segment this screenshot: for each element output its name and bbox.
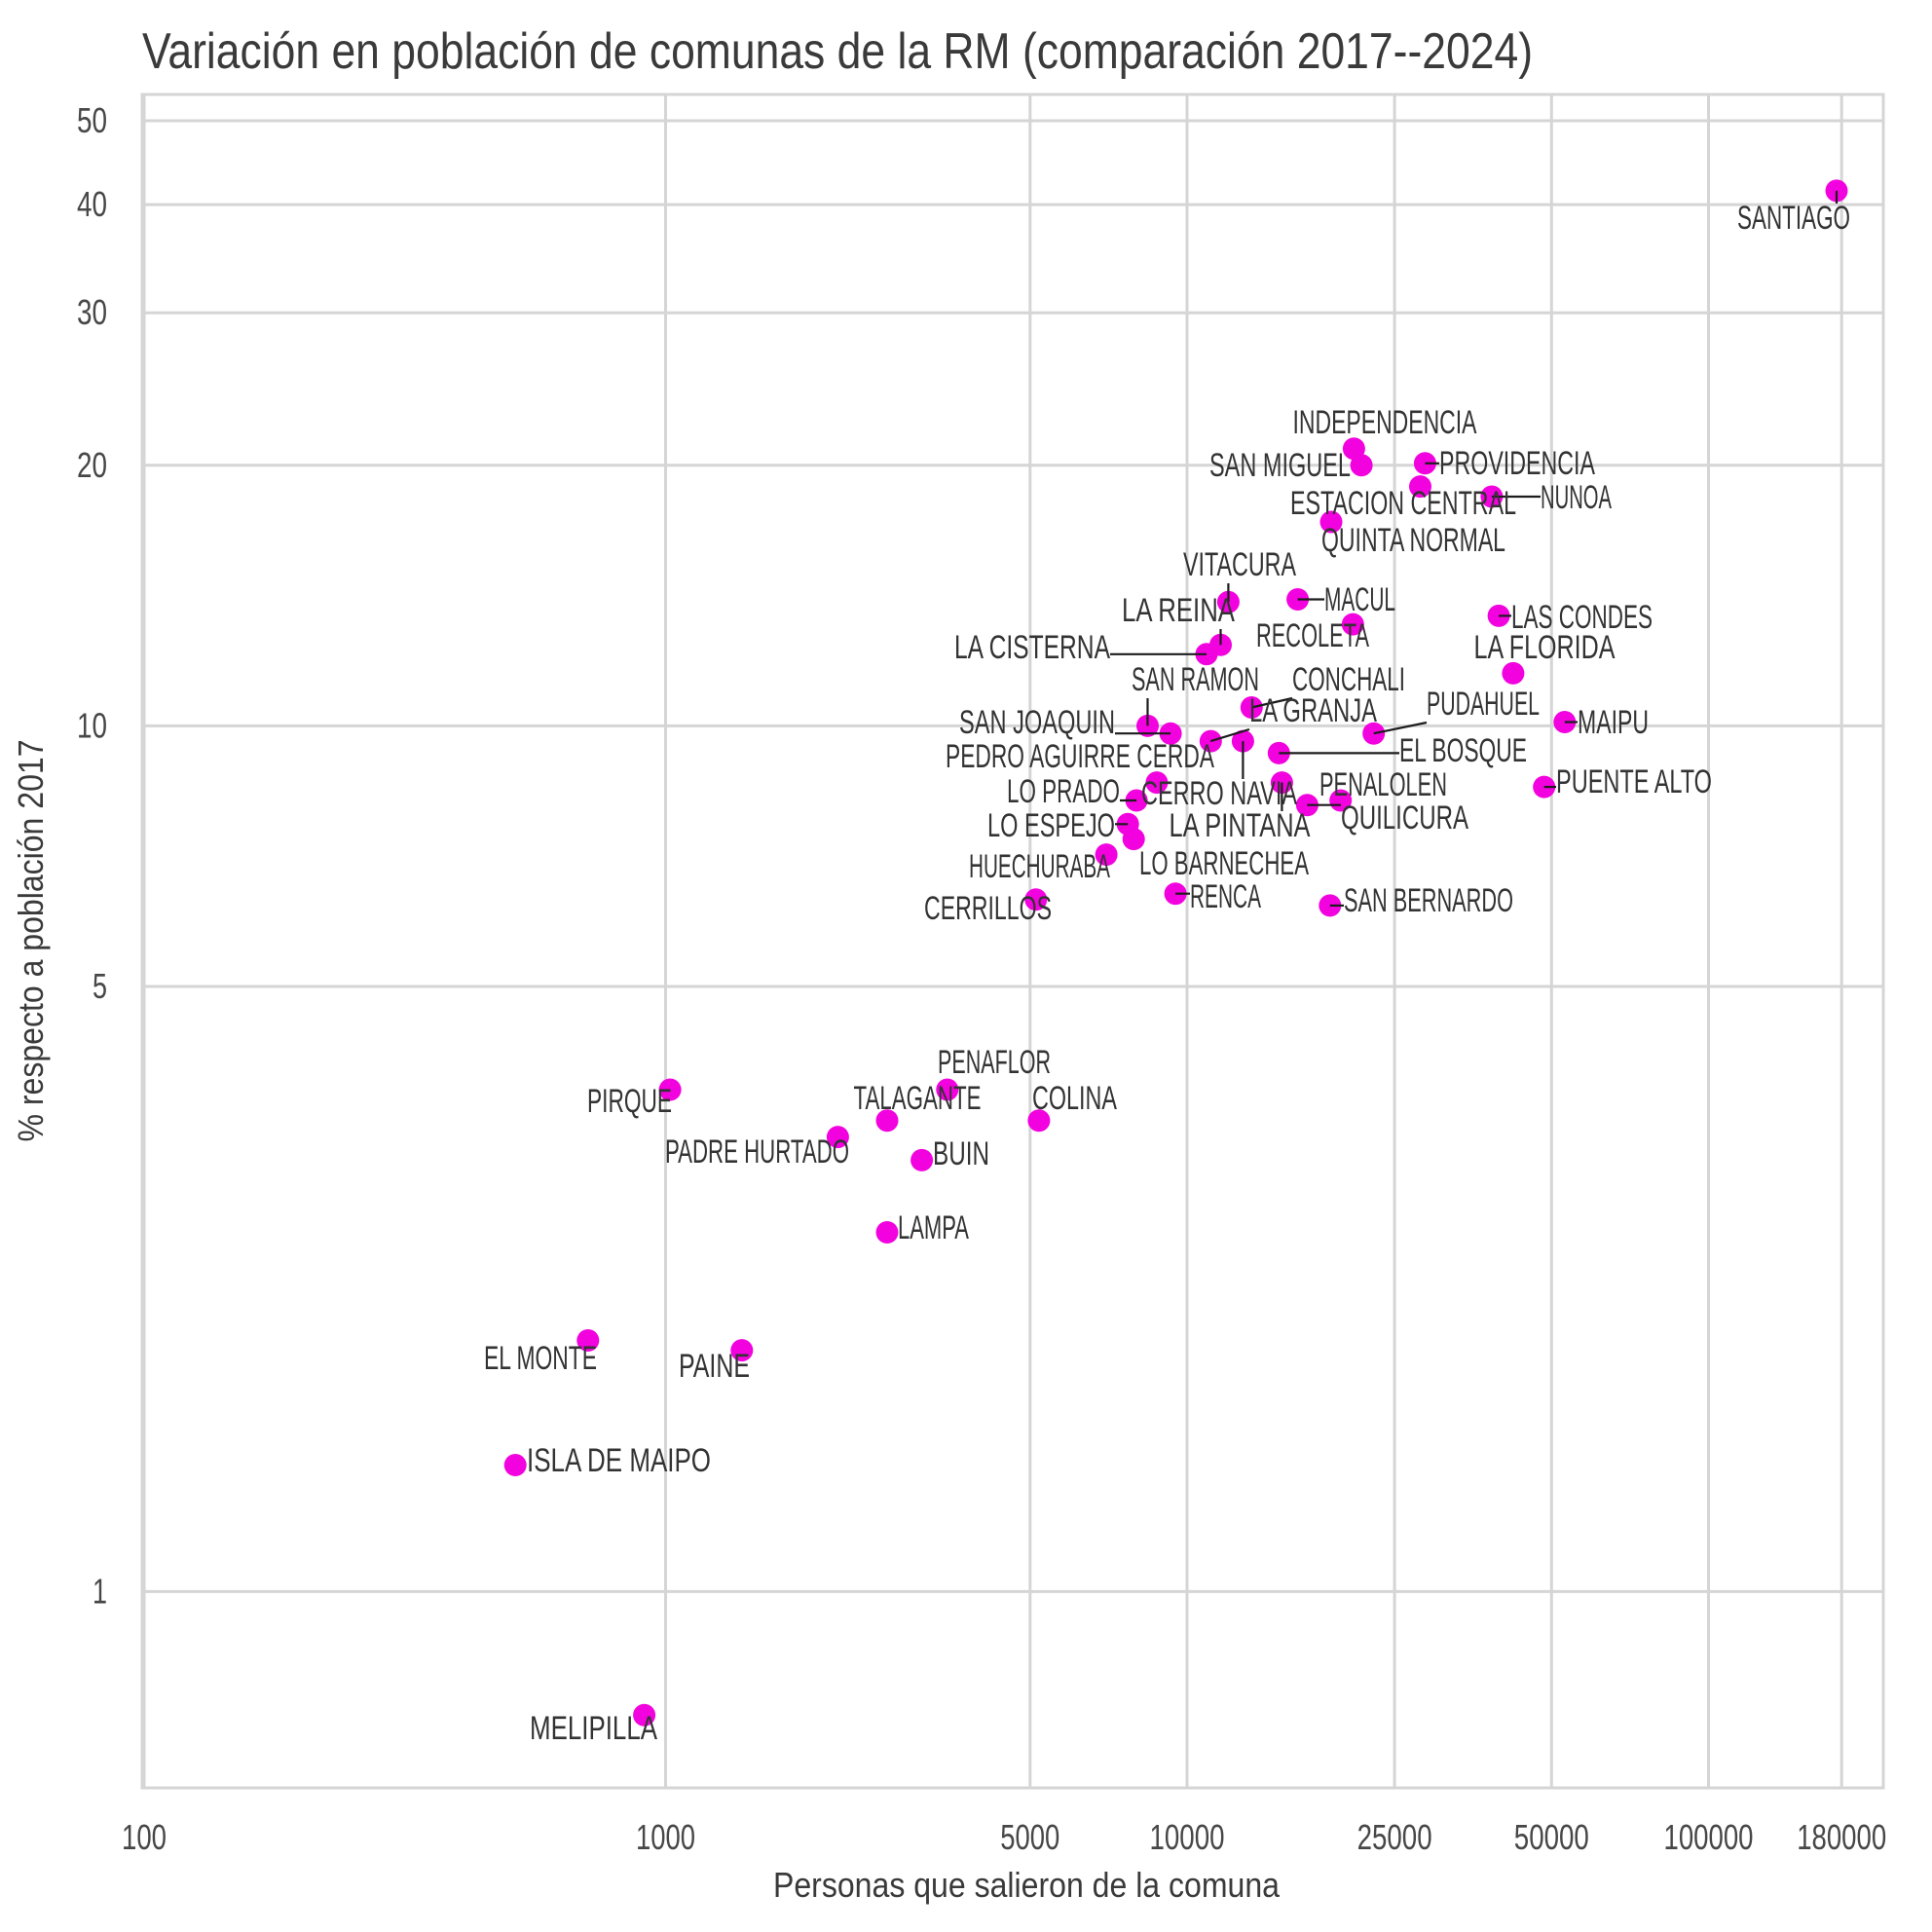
data-point xyxy=(1027,1109,1051,1133)
label-leader-lines xyxy=(1110,190,1839,908)
point-label: LO PRADO xyxy=(1007,773,1120,810)
x-tick-label: 5000 xyxy=(1000,1817,1059,1857)
x-axis-title: Personas que salieron de la comuna xyxy=(773,1865,1281,1905)
point-label: COLINA xyxy=(1032,1080,1117,1117)
point-label: RECOLETA xyxy=(1256,617,1369,654)
gridlines xyxy=(142,94,1883,1788)
data-point xyxy=(1122,828,1145,851)
y-tick-label: 40 xyxy=(77,184,107,224)
y-tick-label: 10 xyxy=(77,705,107,745)
point-label: EL BOSQUE xyxy=(1399,732,1527,769)
point-label: SAN BERNARDO xyxy=(1344,882,1513,919)
data-point xyxy=(875,1221,899,1244)
point-label: INDEPENDENCIA xyxy=(1293,404,1477,441)
data-point xyxy=(936,1078,959,1101)
x-tick-label: 25000 xyxy=(1357,1817,1432,1857)
x-tick-label: 10000 xyxy=(1150,1817,1225,1857)
point-label: ESTACION CENTRAL xyxy=(1290,485,1516,522)
point-label: RENCA xyxy=(1190,878,1261,915)
point-label: TALAGANTE xyxy=(854,1080,982,1117)
axis-tick-labels: 100 1000 5000 10000 25000 50000 100000 180000 50… xyxy=(77,100,1886,1857)
data-point xyxy=(730,1339,754,1362)
point-label: PEDRO AGUIRRE CERDA xyxy=(946,738,1214,775)
point-label: MELIPILLA xyxy=(530,1710,657,1747)
data-point xyxy=(576,1329,600,1352)
point-label: NUNOA xyxy=(1541,479,1612,516)
plot-background xyxy=(140,93,1885,1790)
point-label: SAN RAMON xyxy=(1132,661,1259,698)
data-point xyxy=(1341,613,1364,636)
y-tick-label: 20 xyxy=(77,445,107,485)
point-label: CERRO NAVIA xyxy=(1141,775,1297,812)
data-point xyxy=(503,1454,527,1476)
point-label: LA REINA xyxy=(1122,592,1235,629)
point-label: LAS CONDES xyxy=(1511,599,1653,636)
y-axis-title: % respecto a población 2017 xyxy=(11,740,51,1142)
point-label: LA FLORIDA xyxy=(1474,629,1616,666)
point-label: CERRILLOS xyxy=(924,890,1052,927)
label-leader xyxy=(1251,696,1293,709)
point-label: SAN MIGUEL xyxy=(1209,447,1351,484)
y-tick-label: 5 xyxy=(93,966,107,1006)
x-tick-label: 100 xyxy=(122,1817,167,1857)
point-label: PADRE HURTADO xyxy=(665,1133,849,1170)
point-label: PAINE xyxy=(679,1348,750,1385)
plot-panel xyxy=(140,93,1885,1790)
data-point xyxy=(633,1703,656,1727)
y-tick-label: 30 xyxy=(77,292,107,332)
data-point xyxy=(1350,454,1373,477)
point-label: CONCHALI xyxy=(1292,661,1405,698)
point-label: LA GRANJA xyxy=(1249,692,1377,729)
point-label: PROVIDENCIA xyxy=(1439,445,1595,482)
y-tick-label: 1 xyxy=(93,1571,107,1611)
data-point xyxy=(1095,843,1118,867)
data-point xyxy=(1319,510,1343,534)
point-labels: SANTIAGO INDEPENDENCIA SAN MIGUEL PROVIDENC… xyxy=(484,200,1850,1747)
point-label: PUENTE ALTO xyxy=(1556,763,1712,800)
data-point xyxy=(910,1148,934,1171)
point-label: HUECHURABA xyxy=(969,848,1110,885)
point-label: PUDAHUEL xyxy=(1427,686,1540,723)
point-label: PIRQUE xyxy=(587,1083,672,1120)
data-point xyxy=(1502,661,1525,685)
data-point xyxy=(1024,888,1048,911)
label-leader xyxy=(1373,721,1428,735)
data-point xyxy=(1145,771,1169,795)
point-label: VITACURA xyxy=(1183,546,1296,583)
point-label: LO BARNECHEA xyxy=(1139,845,1309,882)
label-leader xyxy=(1209,727,1250,743)
point-label: BUIN xyxy=(933,1135,989,1172)
point-label: MAIPU xyxy=(1578,704,1649,741)
data-point xyxy=(1409,475,1431,499)
point-label: LA CISTERNA xyxy=(954,629,1110,666)
x-tick-label: 50000 xyxy=(1514,1817,1589,1857)
point-label: QUILICURA xyxy=(1341,799,1468,836)
point-label: MACUL xyxy=(1324,581,1395,618)
point-label: ISLA DE MAIPO xyxy=(527,1442,711,1479)
y-tick-label: 50 xyxy=(77,100,107,140)
x-tick-label: 180000 xyxy=(1797,1817,1886,1857)
data-point xyxy=(875,1109,899,1133)
point-label: EL MONTE xyxy=(484,1340,597,1377)
point-label: SANTIAGO xyxy=(1737,200,1850,237)
data-point xyxy=(826,1126,849,1149)
x-tick-label: 100000 xyxy=(1664,1817,1754,1857)
point-label: PENAFLOR xyxy=(938,1044,1051,1081)
point-label: QUINTA NORMAL xyxy=(1321,522,1505,559)
chart-title: Variación en población de comunas de la … xyxy=(142,23,1533,80)
point-label: LAMPA xyxy=(898,1209,969,1246)
point-label: LA PINTANA xyxy=(1170,807,1311,844)
point-label: LO ESPEJO xyxy=(987,807,1115,844)
point-label: SAN JOAQUIN xyxy=(959,704,1115,741)
x-tick-label: 1000 xyxy=(636,1817,695,1857)
point-label: PENALOLEN xyxy=(1319,766,1447,803)
data-point xyxy=(658,1078,682,1101)
